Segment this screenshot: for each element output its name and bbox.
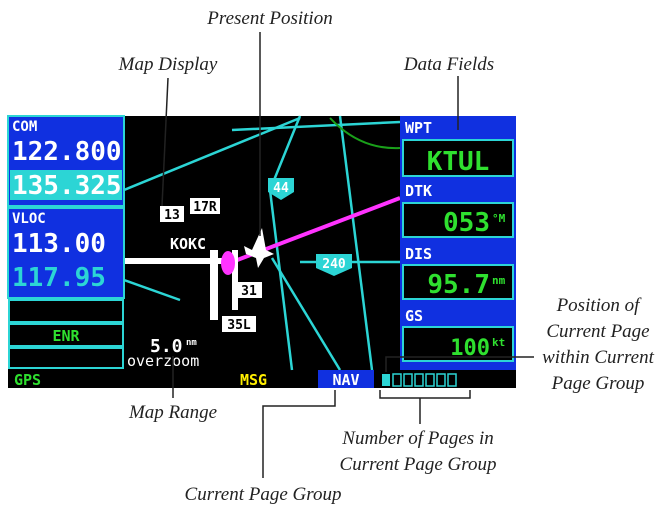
field-unit: nm [492,274,506,287]
map-label: 35L [227,318,251,333]
airport-symbol [221,251,235,275]
com-standby: 135.325 [12,171,122,201]
field-value: 95.7 [427,270,490,300]
map-label: 17R [193,200,217,215]
callout: Map Range [128,402,217,423]
map-label: KOKC [170,235,206,253]
map-zoom: overzoom [127,352,199,370]
vloc-label: VLOC [12,211,46,227]
vloc-standby: 117.95 [12,263,106,293]
map-range-unit: nm [186,338,197,348]
field-value: 053 [443,208,490,238]
map-label: 31 [241,284,257,299]
field-unit: kt [492,336,505,349]
field-value: KTUL [427,147,490,177]
field-unit: °M [492,212,506,225]
callout: Current Page Group [185,484,342,505]
field-label: DTK [405,182,432,200]
callout: Present Position [206,8,332,29]
field-label: WPT [405,119,432,137]
callout: Current Page Group [340,454,497,475]
callout: Map Display [118,54,218,75]
vloc-active: 113.00 [12,229,106,259]
status-msg: MSG [240,371,267,389]
runway [210,250,218,320]
runway [124,258,224,264]
status-gps: GPS [14,371,41,389]
callout: Number of Pages in [341,428,493,449]
callout: Current Page [546,321,649,342]
callout: Page Group [551,373,645,394]
panel-box [9,348,123,368]
cdi-mode: ENR [52,327,80,345]
panel-box [9,300,123,322]
map-label: 13 [164,208,180,223]
map-label: 44 [273,181,289,196]
callout: within Current [542,347,654,368]
callout: Data Fields [403,54,494,75]
map-label: 240 [322,257,346,272]
field-label: GS [405,307,423,325]
com-label: COM [12,119,37,135]
figure: 13 17R KOKC 31 35L 44 240 5.0 nm overzoo… [0,0,666,514]
com-active: 122.800 [12,137,122,167]
callout: Position of [556,295,643,316]
field-label: DIS [405,245,432,263]
status-page-group: NAV [332,371,359,389]
